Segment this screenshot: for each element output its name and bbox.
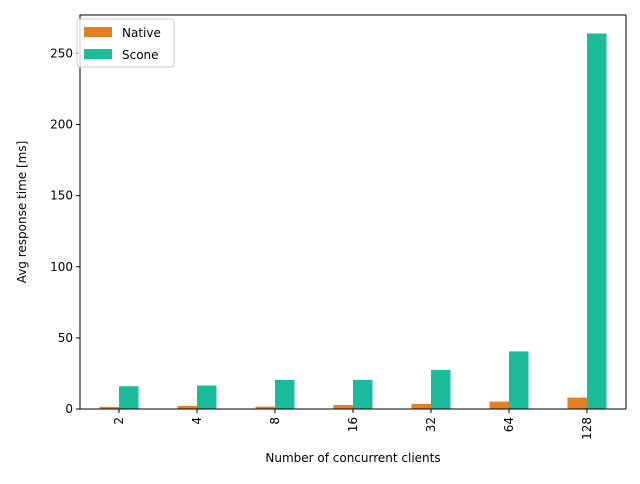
legend-label-scone: Scone	[122, 48, 159, 62]
bars-group	[99, 33, 607, 410]
bar-scone-32	[431, 369, 451, 409]
x-tick-label: 4	[190, 417, 204, 425]
y-axis: 0 50 100 150 200 250	[50, 46, 80, 416]
y-tick-label: 0	[65, 402, 73, 416]
x-axis-label: Number of concurrent clients	[265, 451, 440, 465]
bar-scone-128	[587, 33, 607, 410]
y-axis-label: Avg response time [ms]	[15, 141, 29, 284]
plot-frame	[79, 14, 627, 410]
bar-scone-64	[509, 351, 529, 409]
x-tick-label: 2	[112, 417, 126, 425]
y-tick-label: 50	[58, 331, 73, 345]
x-tick-label: 64	[502, 417, 516, 432]
legend-swatch-native	[84, 27, 112, 37]
bar-native-32	[411, 403, 431, 409]
bar-native-128	[567, 397, 587, 409]
bar-native-4	[177, 405, 197, 409]
y-tick-label: 250	[50, 46, 73, 60]
y-tick-label: 100	[50, 260, 73, 274]
bar-scone-2	[119, 386, 139, 409]
x-tick-label: 32	[424, 417, 438, 432]
bar-scone-4	[197, 385, 217, 409]
bar-native-2	[99, 406, 119, 409]
legend-swatch-scone	[84, 49, 112, 59]
x-tick-label: 128	[580, 417, 594, 440]
bar-native-16	[333, 405, 353, 409]
legend: Native Scone	[76, 18, 175, 68]
x-tick-label: 16	[346, 417, 360, 432]
y-tick-label: 200	[50, 118, 73, 132]
bar-scone-8	[275, 379, 295, 409]
legend-label-native: Native	[122, 26, 161, 40]
x-axis: 2 4 8 16 32 64 128	[112, 409, 594, 440]
y-tick-label: 150	[50, 189, 73, 203]
bar-scone-16	[353, 379, 373, 409]
bar-native-8	[255, 406, 275, 409]
x-tick-label: 8	[268, 417, 282, 425]
bar-native-64	[489, 401, 509, 409]
